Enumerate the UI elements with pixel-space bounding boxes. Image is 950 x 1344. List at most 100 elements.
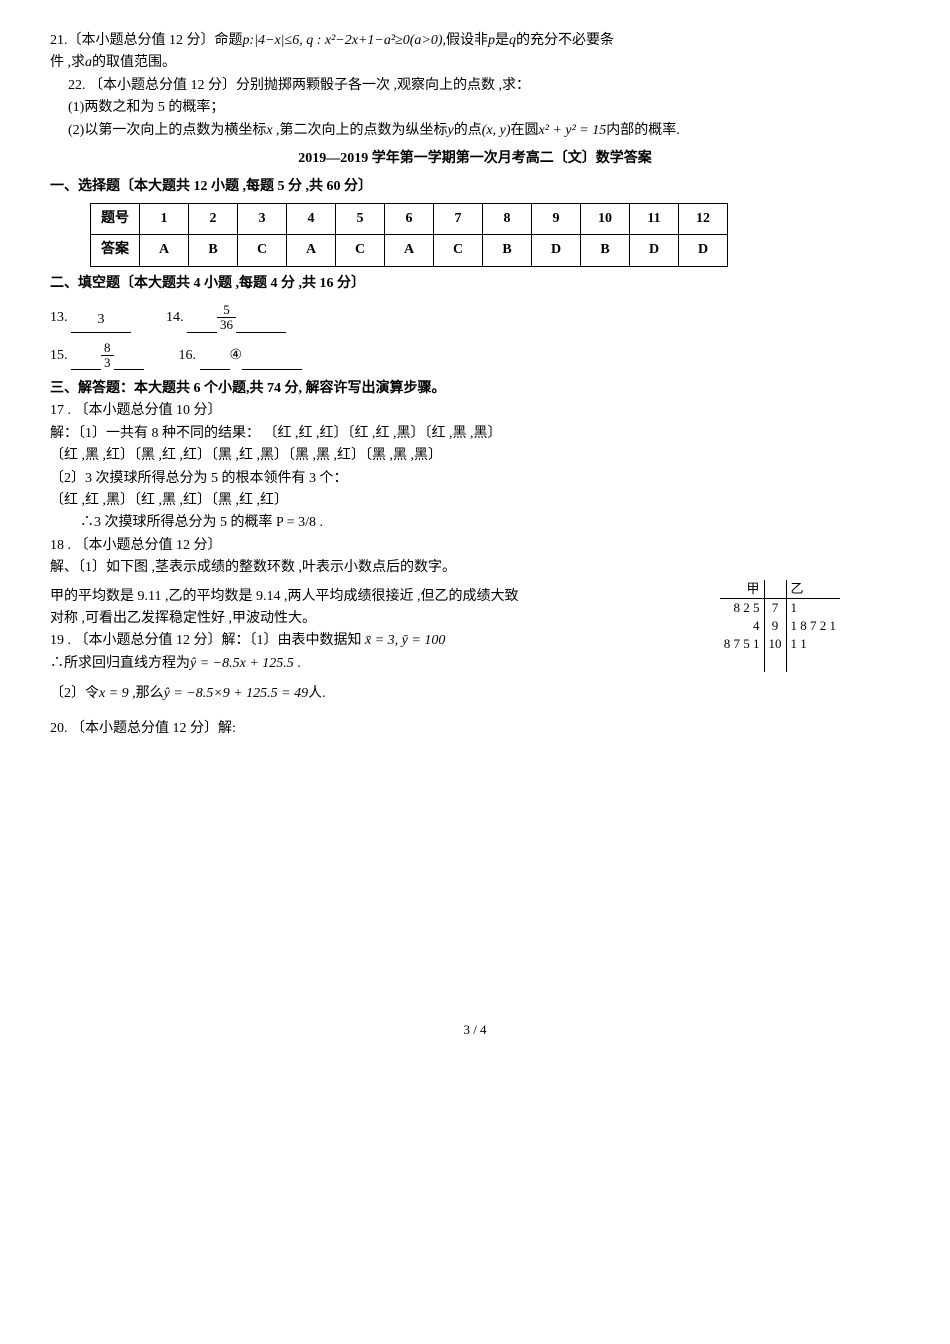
q19-eq1: ŷ = −8.5x + 125.5 xyxy=(190,656,294,671)
q19-l3c: 人. xyxy=(308,686,326,701)
fill-15-blank-right xyxy=(114,369,144,370)
fill-14-blank-right xyxy=(236,332,286,333)
section-2-head: 二、填空题〔本大题共 4 小题 ,每题 4 分 ,共 16 分〕 xyxy=(50,273,900,295)
question-20: 20. 〔本小题总分值 12 分〕解: xyxy=(50,718,900,740)
q21-mid: 是 xyxy=(495,33,509,48)
q19-xeq: x = 9 xyxy=(99,686,129,701)
q21-formula: p:|4−x|≤6, q : x²−2x+1−a²≥0(a>0), xyxy=(243,33,447,48)
q21-a: a xyxy=(85,55,92,70)
fill-13-value: 3 xyxy=(71,309,131,332)
q21-l2a: 件 ,求 xyxy=(50,55,85,70)
q19-xbar: x̄ = 3, ȳ = 100 xyxy=(365,633,445,648)
col-num: 3 xyxy=(238,203,287,234)
table-row: 答案 A B C A C A C B D B D D xyxy=(91,235,728,266)
answer-cell: B xyxy=(189,235,238,266)
fill-14-fraction: 536 xyxy=(217,303,236,333)
q19-l2a: ∴所求回归直线方程为 xyxy=(50,656,190,671)
q22-l3c: 的点 xyxy=(454,123,482,138)
answer-cell: A xyxy=(287,235,336,266)
q19-l3a: 〔2〕令 xyxy=(50,686,99,701)
section-3-head: 三、解答题：本大题共 6 个小题,共 74 分, 解容许写出演算步骤。 xyxy=(50,378,900,400)
answer-cell: C xyxy=(434,235,483,266)
q19-dot: . xyxy=(297,656,301,671)
q19-l3b: ,那么 xyxy=(129,686,164,701)
section-1-head: 一、选择题〔本大题共 12 小题 ,每题 5 分 ,共 60 分〕 xyxy=(50,176,900,198)
q22-circle: x² + y² = 15 xyxy=(539,123,607,138)
stem-leaf-row: 8 2 5 7 1 xyxy=(720,598,840,617)
fill-14-blank-left xyxy=(187,332,217,333)
fill-13-label: 13. xyxy=(50,310,68,325)
stem-blank xyxy=(720,653,764,671)
q21-suf2: 的充分不必要条 xyxy=(516,33,614,48)
q22-l3d: 在圆 xyxy=(511,123,539,138)
q17-l4: 〔2〕3 次摸球所得总分为 5 的根本领件有 3 个： xyxy=(50,468,900,490)
fill-15-den: 3 xyxy=(101,356,114,370)
fill-16-blank-left xyxy=(200,369,230,370)
stem-r2s: 9 xyxy=(764,617,786,635)
question-21-line2: 件 ,求a的取值范围。 xyxy=(50,52,900,74)
answer-table: 题号 1 2 3 4 5 6 7 8 9 10 11 12 答案 A B C A… xyxy=(90,203,728,267)
col-num: 2 xyxy=(189,203,238,234)
stem-r2a: 4 xyxy=(720,617,764,635)
q17-l5: 〔红 ,红 ,黑〕〔红 ,黑 ,红〕〔黑 ,红 ,红〕 xyxy=(50,490,900,512)
q22-l3e: 内部的概率. xyxy=(606,123,680,138)
fill-16-label: 16. xyxy=(179,348,197,363)
stem-leaf-row xyxy=(720,653,840,671)
question-22-part2: (2)以第一次向上的点数为横坐标x ,第二次向上的点数为纵坐标y的点(x, y)… xyxy=(68,120,900,142)
question-22: 22. 〔本小题总分值 12 分〕分别抛掷两颗骰子各一次 ,观察向上的点数 ,求… xyxy=(68,75,900,97)
stem-leaf-plot: 甲 乙 8 2 5 7 1 4 9 1 8 7 2 1 8 7 5 1 10 1… xyxy=(720,580,840,672)
fill-14-den: 36 xyxy=(217,318,236,332)
col-num: 1 xyxy=(140,203,189,234)
fill-15-blank-left xyxy=(71,369,101,370)
q22-l3b: ,第二次向上的点数为纵坐标 xyxy=(273,123,448,138)
fill-row-2: 15. 83 16. ④ xyxy=(50,341,900,371)
q21-prefix: 21.〔本小题总分值 12 分〕命题 xyxy=(50,33,243,48)
col-num: 6 xyxy=(385,203,434,234)
fill-15-num: 8 xyxy=(101,341,114,356)
page-number: 3 / 4 xyxy=(50,1020,900,1041)
fill-16-blank-right xyxy=(242,369,302,370)
stem-head-blank xyxy=(764,580,786,599)
col-num: 8 xyxy=(483,203,532,234)
stem-head-yi: 乙 xyxy=(786,580,840,599)
stem-r1s: 7 xyxy=(764,598,786,617)
col-num: 4 xyxy=(287,203,336,234)
col-num: 7 xyxy=(434,203,483,234)
stem-leaf-head: 甲 乙 xyxy=(720,580,840,599)
answer-cell: A xyxy=(140,235,189,266)
q18-l2: 解、〔1〕如下图 ,茎表示成绩的整数环数 ,叶表示小数点后的数字。 xyxy=(50,557,900,579)
answer-cell: B xyxy=(581,235,630,266)
question-21: 21.〔本小题总分值 12 分〕命题p:|4−x|≤6, q : x²−2x+1… xyxy=(50,30,900,52)
col-num: 11 xyxy=(630,203,679,234)
col-num: 9 xyxy=(532,203,581,234)
q17-l3: 〔红 ,黑 ,红〕〔黑 ,红 ,红〕〔黑 ,红 ,黑〕〔黑 ,黑 ,红〕〔黑 ,… xyxy=(50,445,900,467)
stem-r1b: 1 xyxy=(786,598,840,617)
answer-cell: D xyxy=(679,235,728,266)
q19-l1a: 19 . 〔本小题总分值 12 分〕解：〔1〕由表中数据知 xyxy=(50,633,362,648)
fill-row-1: 13. 3 14. 536 xyxy=(50,303,900,333)
ans-label: 答案 xyxy=(91,235,140,266)
stem-head-jia: 甲 xyxy=(720,580,764,599)
q21-p: p xyxy=(488,33,495,48)
answer-cell: B xyxy=(483,235,532,266)
fill-14-label: 14. xyxy=(166,310,184,325)
fill-15-label: 15. xyxy=(50,348,68,363)
q18-q19-block: 甲 乙 8 2 5 7 1 4 9 1 8 7 2 1 8 7 5 1 10 1… xyxy=(50,580,900,706)
answer-cell: A xyxy=(385,235,434,266)
q22-l2: (1)两数之和为 5 的概率； xyxy=(68,97,900,119)
q21-q: q xyxy=(509,33,516,48)
q17-l2: 解：〔1〕一共有 8 种不同的结果： 〔红 ,红 ,红〕〔红 ,红 ,黑〕〔红 … xyxy=(50,423,900,445)
stem-r3a: 8 7 5 1 xyxy=(720,635,764,653)
q17-l1: 17 . 〔本小题总分值 10 分〕 xyxy=(50,400,900,422)
q21-l2b: 的取值范围。 xyxy=(92,55,176,70)
fill-14-num: 5 xyxy=(217,303,236,318)
stem-leaf-row: 4 9 1 8 7 2 1 xyxy=(720,617,840,635)
stem-blank xyxy=(786,653,840,671)
question-19-line3: 〔2〕令x = 9 ,那么ŷ = −8.5×9 + 125.5 = 49人. xyxy=(50,683,900,705)
q22-pt: (x, y) xyxy=(482,123,511,138)
fill-16-value: ④ xyxy=(230,348,243,363)
stem-r2b: 1 8 7 2 1 xyxy=(786,617,840,635)
fill-15-fraction: 83 xyxy=(101,341,114,371)
col-num: 12 xyxy=(679,203,728,234)
q21-suf1: 假设非 xyxy=(446,33,488,48)
